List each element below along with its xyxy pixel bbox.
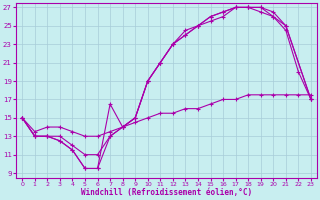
X-axis label: Windchill (Refroidissement éolien,°C): Windchill (Refroidissement éolien,°C) <box>81 188 252 197</box>
